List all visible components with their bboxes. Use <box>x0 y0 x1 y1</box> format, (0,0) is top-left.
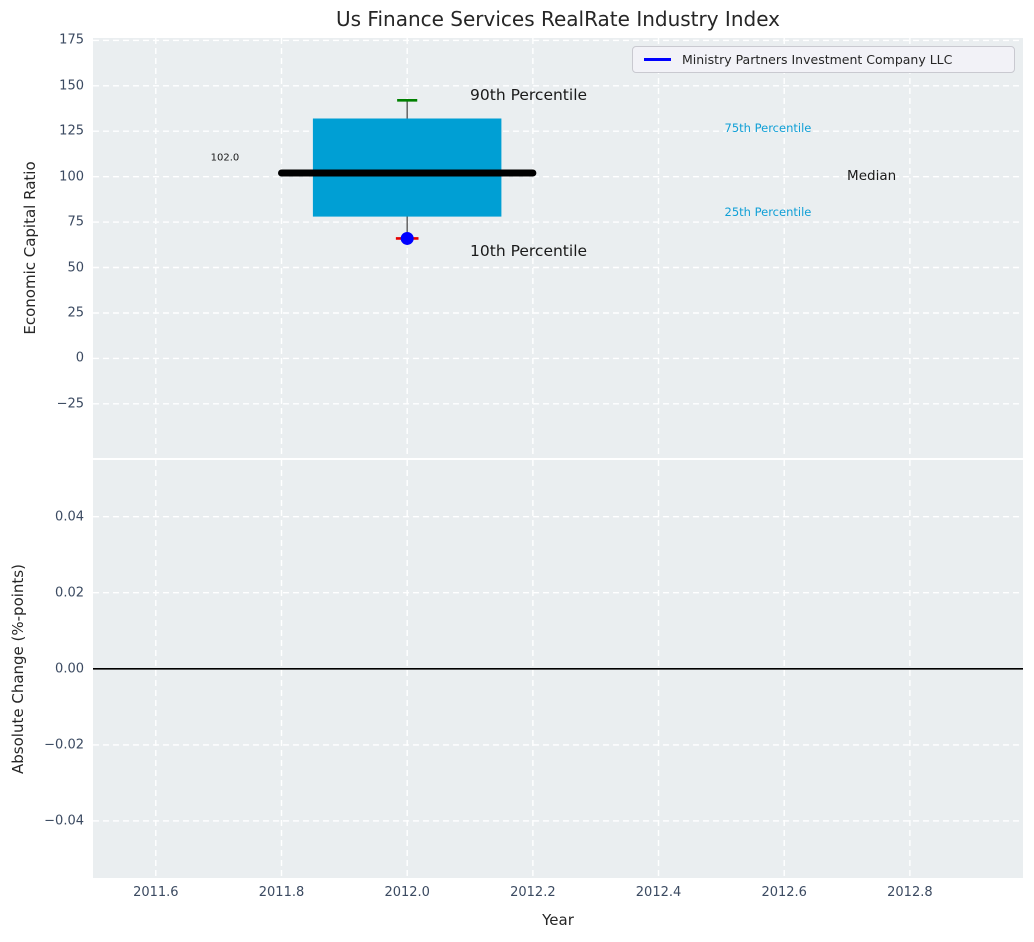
bottom-y-tick-label: −0.02 <box>44 737 84 753</box>
top-y-tick-label: 75 <box>67 214 84 230</box>
top-y-tick-label: 50 <box>67 260 84 276</box>
bottom-y-tick-label: 0.04 <box>55 509 84 525</box>
annotation-p90-label: 90th Percentile <box>470 85 588 104</box>
annotation-p75-label: 75th Percentile <box>724 120 812 135</box>
boxplot-canvas <box>93 38 1023 458</box>
x-tick-label: 2012.2 <box>510 885 556 900</box>
x-tick-label: 2011.8 <box>258 885 305 900</box>
legend-label: Ministry Partners Investment Company LLC <box>682 52 953 67</box>
x-tick-label: 2012.4 <box>635 885 682 900</box>
top-y-tick-label: 175 <box>59 32 84 48</box>
x-axis-label: Year <box>542 911 574 929</box>
bottom-axes <box>93 460 1023 878</box>
company-point-marker <box>400 231 414 245</box>
chart-title: Us Finance Services RealRate Industry In… <box>336 7 780 31</box>
top-y-tick-label: 125 <box>59 123 84 139</box>
iqr-box <box>312 118 502 217</box>
change-canvas <box>93 460 1023 878</box>
legend: Ministry Partners Investment Company LLC <box>632 46 1015 73</box>
top-y-tick-label: −25 <box>56 396 84 412</box>
bottom-y-tick-label: 0.00 <box>55 661 84 677</box>
annotation-median-value: 102.0 <box>210 152 240 164</box>
bottom-y-tick-label: 0.02 <box>55 585 84 601</box>
annotation-median-label: Median <box>847 167 897 184</box>
top-y-tick-label: 25 <box>67 305 84 321</box>
top-axes <box>93 38 1023 458</box>
x-tick-label: 2012.0 <box>384 885 430 900</box>
x-tick-label: 2011.6 <box>133 885 179 900</box>
top-y-tick-label: 0 <box>75 350 84 366</box>
top-y-tick-label: 150 <box>59 78 84 94</box>
annotation-p10-label: 10th Percentile <box>470 242 588 261</box>
bottom-y-tick-label: −0.04 <box>44 813 84 829</box>
annotation-p25-label: 25th Percentile <box>724 205 812 220</box>
x-tick-label: 2012.6 <box>761 885 807 900</box>
top-y-tick-label: 100 <box>59 169 84 185</box>
bottom-y-axis-label: Absolute Change (%-points) <box>9 564 27 774</box>
top-y-axis-label: Economic Capital Ratio <box>21 161 39 335</box>
legend-line-sample <box>644 58 671 61</box>
x-tick-label: 2012.8 <box>887 885 933 900</box>
